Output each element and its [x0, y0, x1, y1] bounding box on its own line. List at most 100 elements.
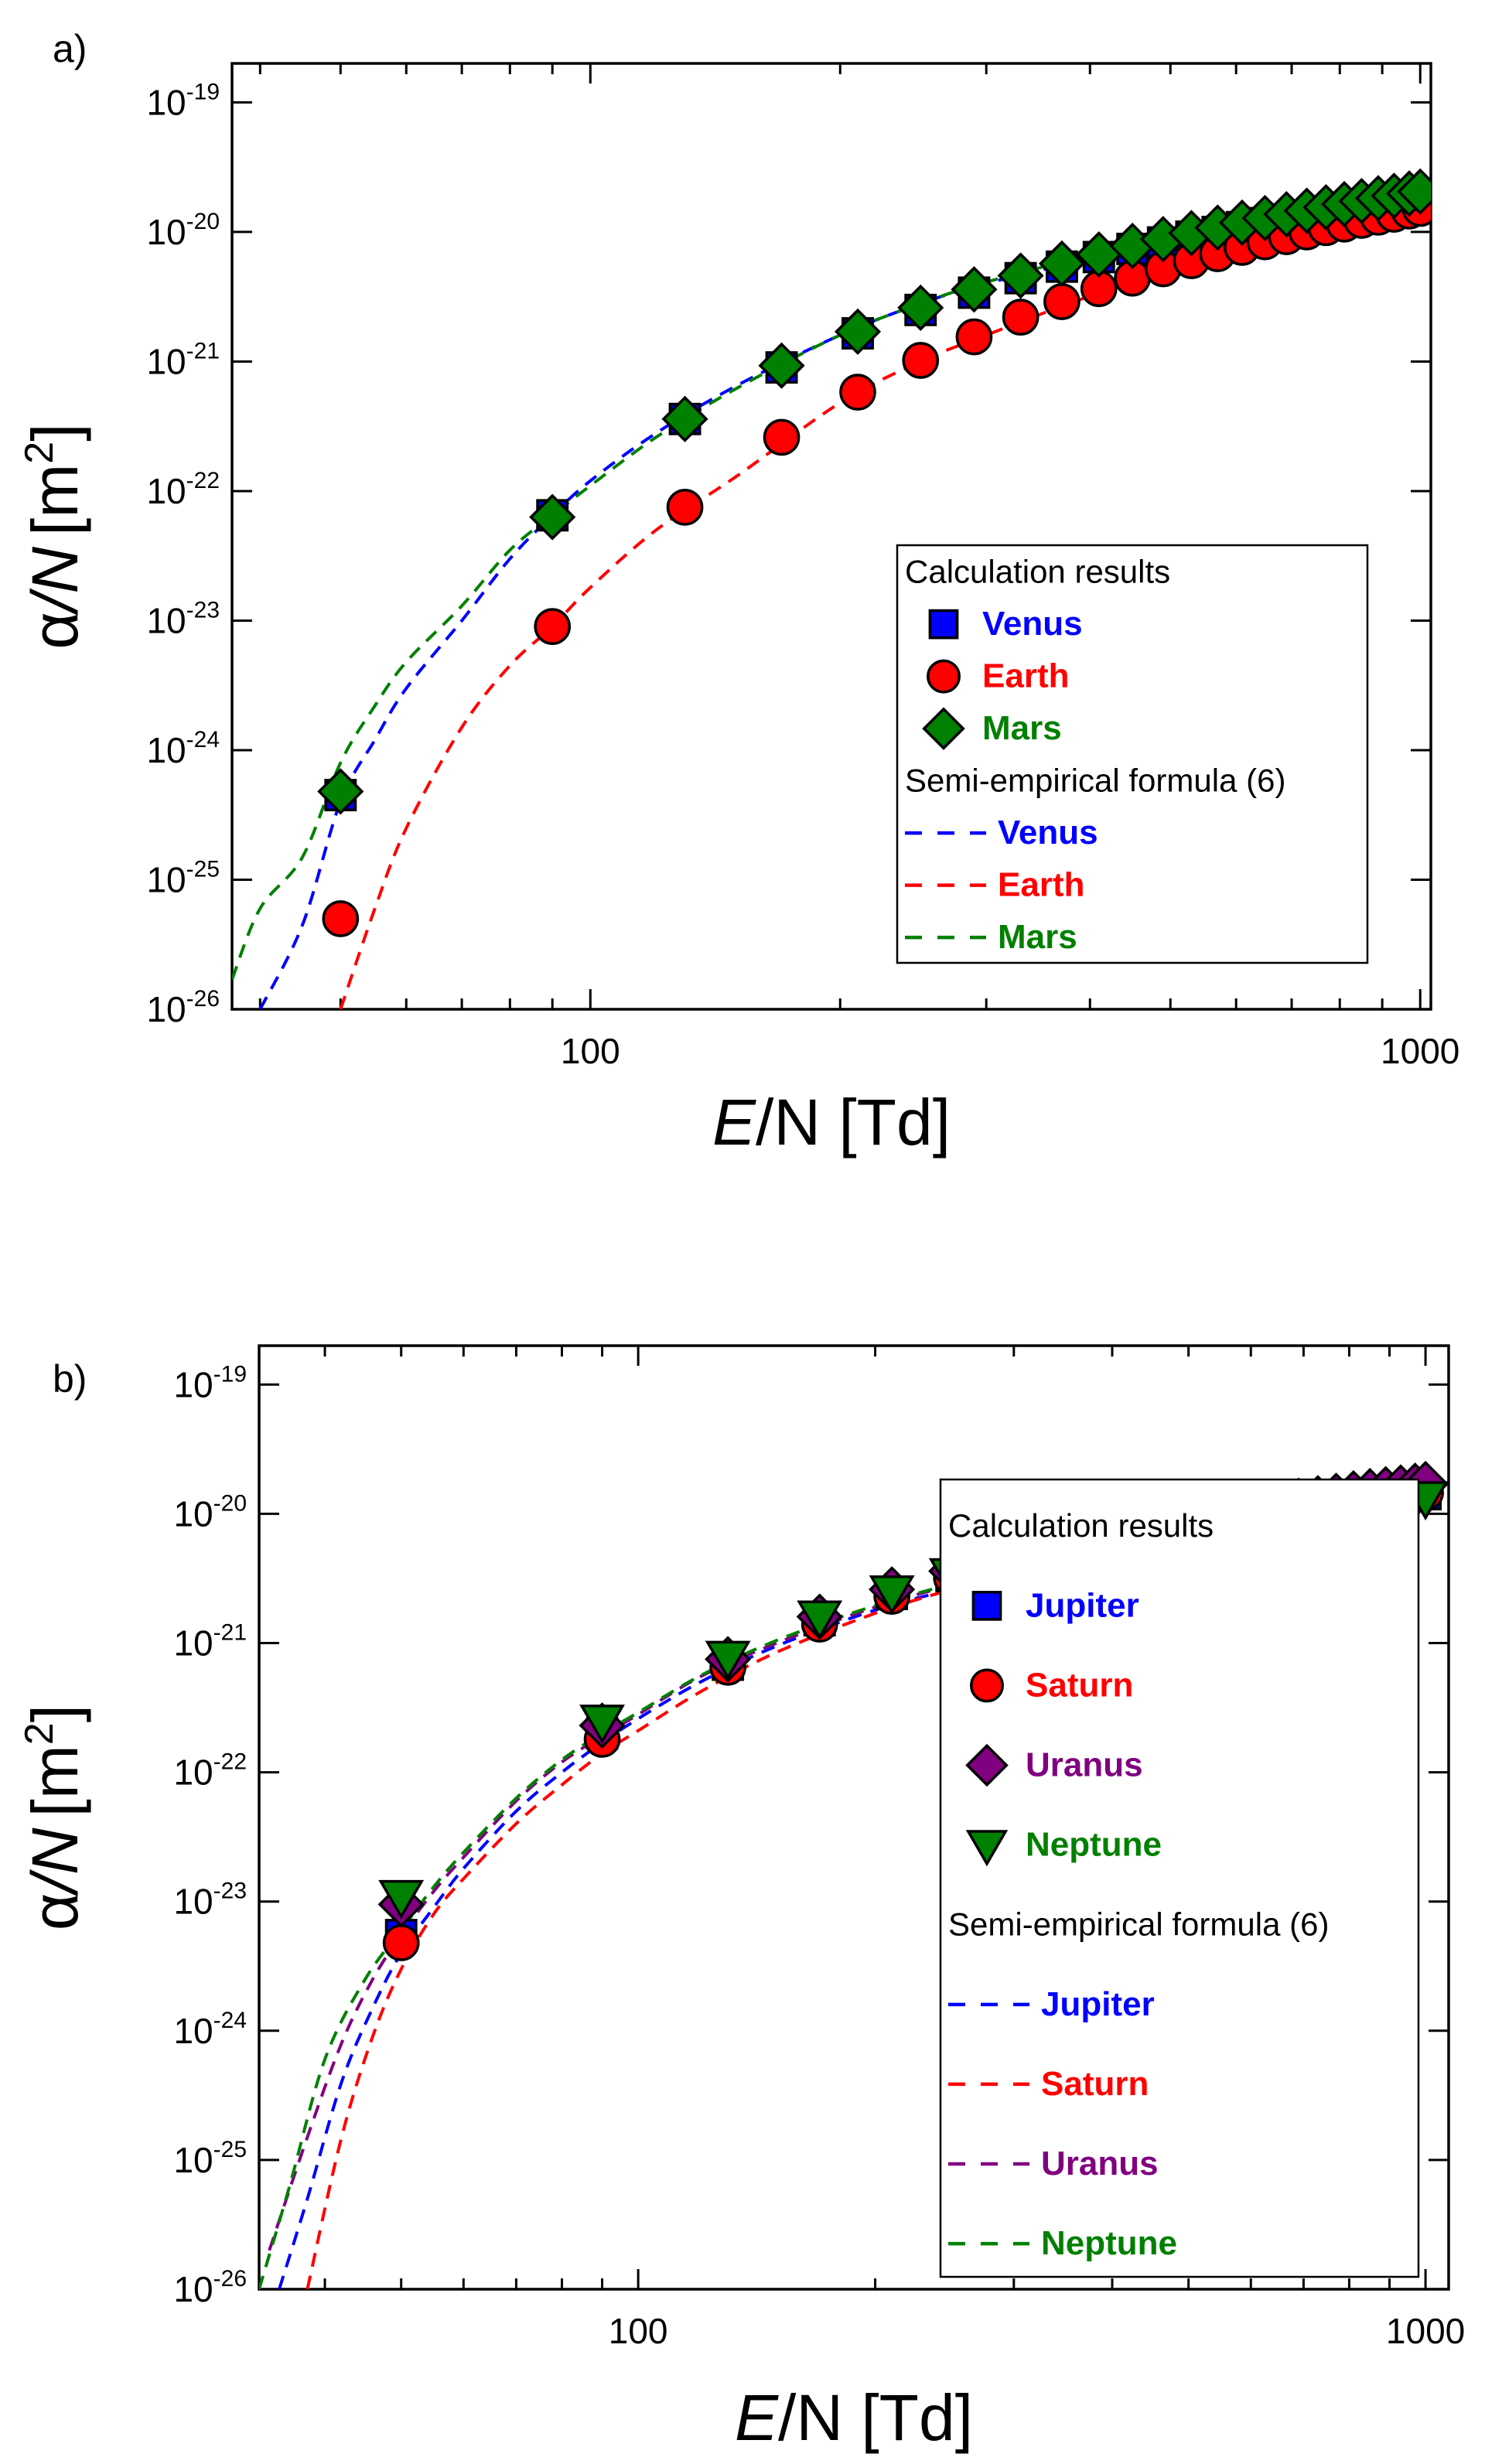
data-point [1002, 299, 1040, 336]
y-tick-base: 10 [146, 471, 186, 511]
legend-marker-neptune [965, 1830, 1009, 1867]
y-axis-label-close: ] [19, 423, 91, 441]
y-tick-label: 10-21 [146, 338, 220, 381]
data-point [763, 418, 801, 456]
data-point [758, 342, 805, 389]
data-point [1043, 283, 1080, 320]
chart-panel-b: b)100 100010-1910-2010-2110-2210-2310-241… [17, 1344, 1465, 2454]
y-tick-base: 10 [173, 2269, 213, 2309]
y-tick-base: 10 [146, 82, 186, 122]
legend-label: Earth [998, 866, 1084, 904]
y-tick-exponent: -25 [186, 856, 220, 882]
legend-label: Jupiter [1041, 1985, 1155, 2023]
y-tick-label: 10-25 [173, 2137, 247, 2180]
y-tick-base: 10 [173, 2011, 213, 2051]
legend-marker-saturn [970, 1668, 1004, 1703]
data-point [666, 489, 704, 526]
legend-label: Jupiter [1026, 1586, 1139, 1624]
data-point [839, 374, 876, 411]
legend-points-header: Calculation results [948, 1507, 1214, 1544]
legend-lines-header: Semi-empirical formula (6) [905, 763, 1285, 799]
x-axis-label-var: E [712, 1086, 756, 1159]
legend-label: Uranus [1026, 1746, 1143, 1784]
y-tick-label: 10-24 [173, 2008, 247, 2051]
y-tick-label: 10-20 [173, 1490, 247, 1534]
data-point [579, 1705, 625, 1744]
panel-label: a) [53, 27, 87, 70]
x-axis-label-rest: /N [Td] [778, 2381, 973, 2454]
y-axis-label-n: /N [19, 547, 91, 616]
y-tick-base: 10 [173, 2140, 213, 2180]
y-tick-label: 10-22 [173, 1749, 247, 1793]
y-tick-exponent: -19 [213, 1361, 247, 1387]
x-axis-label-var: E [735, 2381, 779, 2454]
y-tick-label: 10-23 [146, 597, 220, 640]
legend-marker-uranus [965, 1743, 1009, 1787]
y-tick-exponent: -24 [186, 727, 220, 753]
legend-box [896, 544, 1369, 964]
y-tick-label: 10-22 [146, 468, 220, 511]
legend-label: Uranus [1041, 2145, 1159, 2182]
y-tick-exponent: -23 [186, 597, 220, 623]
x-ticks [323, 1346, 1427, 2289]
data-point [955, 318, 993, 356]
legend-label: Neptune [1041, 2224, 1177, 2262]
y-tick-exponent: -21 [186, 338, 220, 363]
y-axis-label-alpha: α [19, 612, 91, 650]
y-tick-base: 10 [173, 1752, 213, 1793]
y-tick-base: 10 [146, 341, 186, 381]
data-point [997, 252, 1044, 299]
x-axis-label-rest: /N [Td] [756, 1086, 951, 1159]
legend-box [939, 1478, 1420, 2278]
legend: Calculation results Venus Earth Mars Semi-em… [896, 544, 1369, 964]
y-tick-label: 10-26 [173, 2266, 247, 2309]
legend-label: Venus [982, 605, 1083, 643]
y-tick-exponent: -21 [213, 1620, 247, 1646]
legend-marker-venus [928, 609, 959, 640]
y-axis-label-alpha: α [19, 1893, 91, 1931]
y-tick-label: 10-20 [146, 209, 220, 252]
legend-lines-header: Semi-empirical formula (6) [948, 1906, 1329, 1943]
x-axis-label: E/N [Td] [712, 1086, 951, 1159]
y-tick-exponent: -20 [213, 1490, 247, 1516]
y-tick-exponent: -22 [213, 1749, 247, 1775]
data-point [1038, 240, 1086, 287]
y-tick-label: 10-23 [173, 1879, 247, 1922]
y-tick-base: 10 [146, 212, 186, 252]
legend-label: Saturn [1041, 2065, 1149, 2103]
x-ticks [258, 63, 1422, 1009]
y-tick-base: 10 [173, 1882, 213, 1922]
legend-marker-earth [927, 659, 961, 694]
y-tick-label: 10-19 [146, 79, 220, 122]
legend-label: Saturn [1026, 1666, 1133, 1704]
legend: Calculation results Jupiter Saturn Uranus Ne… [939, 1478, 1420, 2278]
chart-panel-a: a)100 100010-1910-2010-2110-2210-2310-241… [17, 27, 1459, 1159]
y-axis-label-n: /N [19, 1828, 91, 1896]
data-point [834, 308, 882, 355]
x-tick-label: 100 [561, 1031, 620, 1071]
legend-marker-mars [922, 707, 965, 750]
y-axis-label-exponent: 2 [17, 1722, 62, 1745]
y-tick-label: 10-25 [146, 856, 220, 899]
legend-label: Venus [998, 814, 1098, 851]
legend-label: Earth [982, 657, 1069, 695]
y-tick-label: 10-24 [146, 727, 220, 770]
y-tick-exponent: -26 [213, 2266, 247, 2292]
data-point [322, 900, 360, 937]
y-tick-base: 10 [146, 730, 186, 770]
y-axis-label-unit: [m [19, 464, 91, 536]
y-tick-exponent: -20 [186, 209, 220, 234]
data-point [378, 1879, 425, 1920]
y-tick-exponent: -26 [186, 986, 220, 1012]
data-point [317, 768, 364, 815]
data-point [661, 395, 708, 442]
data-point [1397, 168, 1431, 215]
y-axis-label-unit: [m [19, 1745, 91, 1817]
series-mars [317, 168, 1431, 815]
data-point [534, 608, 572, 645]
data-point [529, 493, 576, 541]
legend-points-header: Calculation results [905, 554, 1170, 590]
y-tick-base: 10 [173, 1623, 213, 1664]
y-tick-base: 10 [173, 1493, 213, 1534]
